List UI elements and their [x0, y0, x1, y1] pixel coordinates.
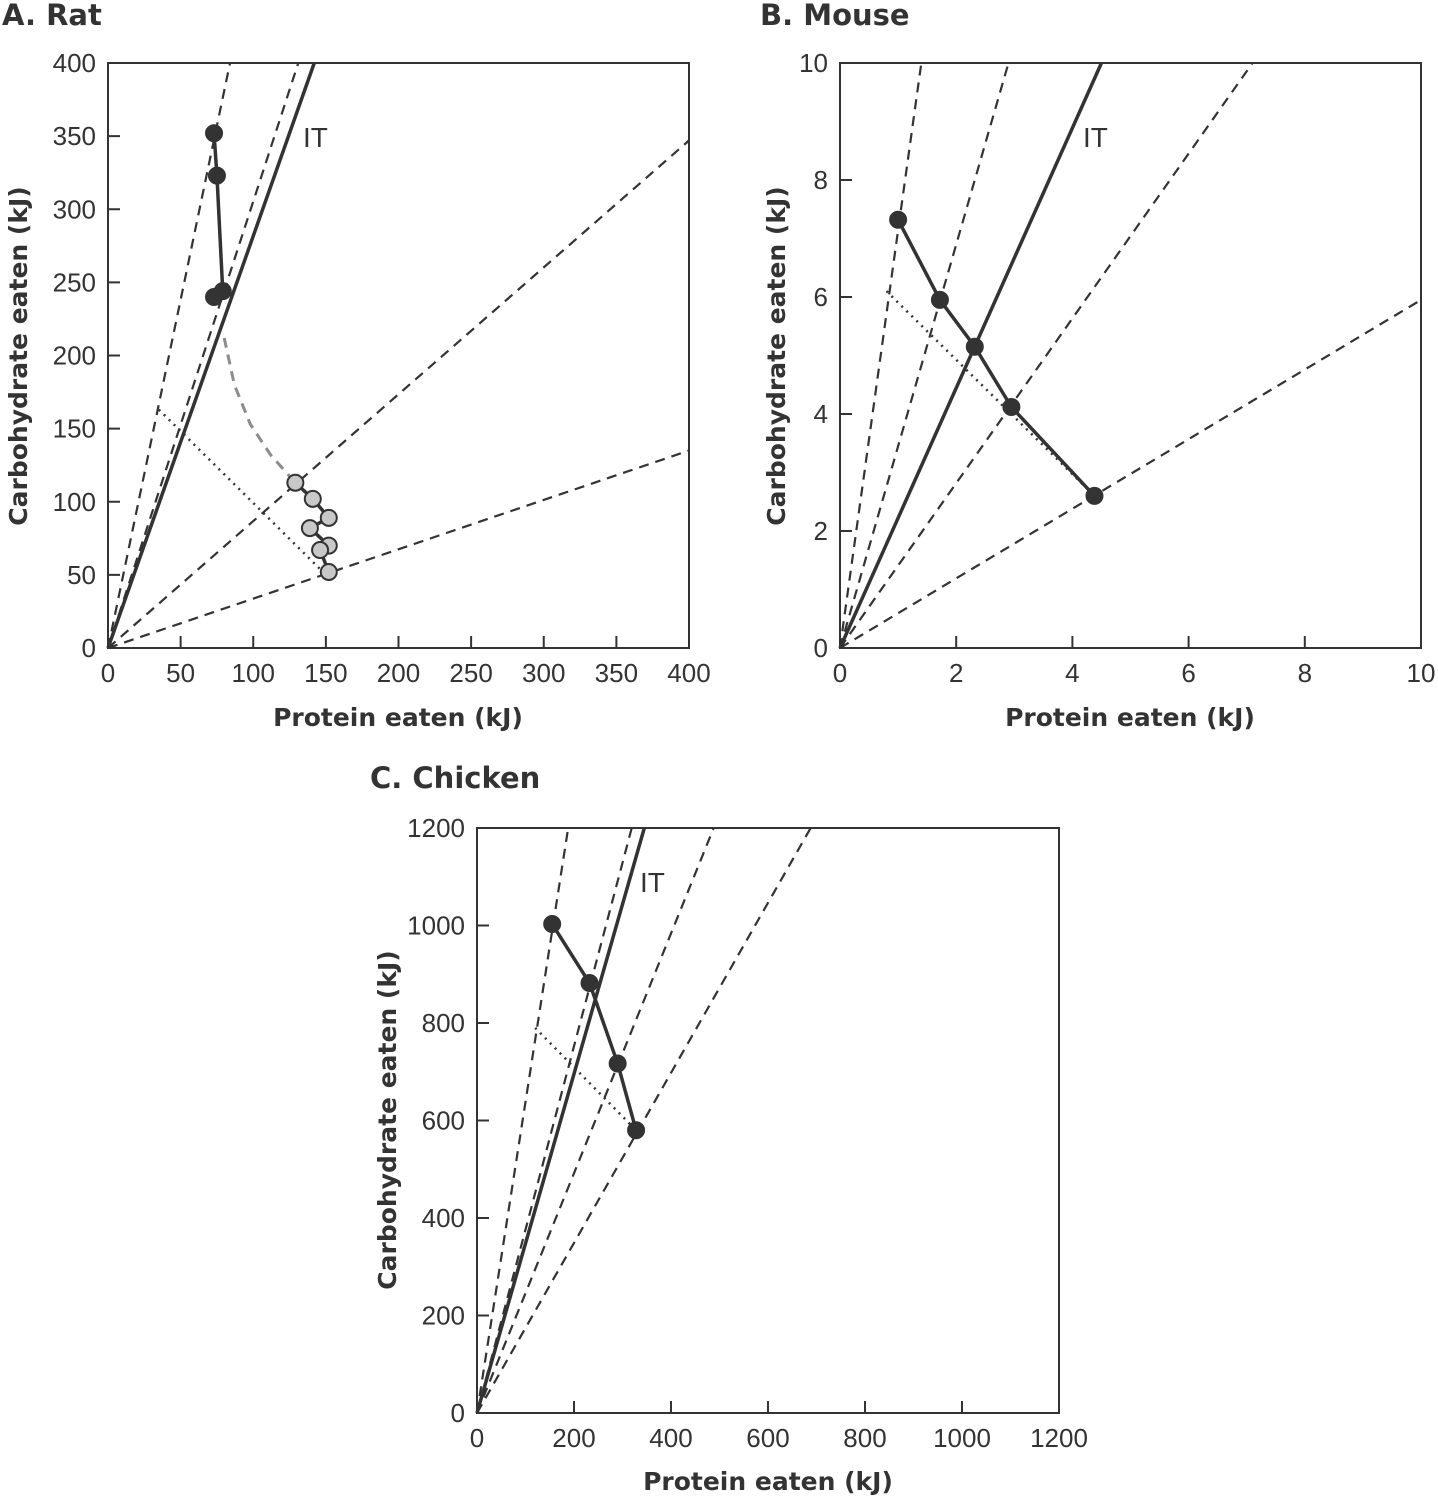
y-tick-label: 400: [422, 1203, 465, 1233]
x-tick-label: 1000: [933, 1423, 991, 1453]
y-axis-title: Carbohydrate eaten (kJ): [762, 186, 791, 525]
data-point: [580, 974, 599, 993]
diet-rail-dashed: [106, 62, 300, 649]
intake-target-rail: [838, 62, 1104, 649]
y-tick-label: 800: [422, 1008, 465, 1038]
y-axis-title: Carbohydrate eaten (kJ): [4, 186, 33, 525]
diet-rail-dashed: [838, 62, 1010, 649]
data-point: [608, 1054, 627, 1073]
y-tick-label: 0: [451, 1398, 465, 1428]
y-tick-label: 400: [53, 48, 96, 78]
panel-chicken: C. Chicken Protein eaten (kJ) Carbohydra…: [370, 761, 1088, 1496]
y-tick-label: 2: [814, 516, 828, 546]
data-point: [205, 288, 224, 306]
panel-title: B. Mouse: [760, 0, 910, 32]
y-tick-label: 4: [814, 399, 828, 429]
y-tick-label: 1000: [407, 911, 465, 941]
gray-dashed-curve: [222, 337, 297, 484]
panel-rat: A. Rat Protein eaten (kJ) Carbohydrate e…: [2, 0, 711, 732]
x-tick-label: 6: [1181, 658, 1195, 688]
y-tick-label: 100: [53, 487, 96, 517]
x-tick-label: 100: [232, 658, 275, 688]
x-tick-label: 8: [1298, 658, 1312, 688]
data-point: [543, 915, 562, 934]
x-tick-label: 0: [101, 658, 115, 688]
x-tick-label: 200: [377, 658, 420, 688]
plot-frame: [476, 827, 1060, 1414]
diet-rail-dashed: [475, 827, 715, 1414]
x-tick-label: 0: [470, 1423, 484, 1453]
x-axis-title: Protein eaten (kJ): [643, 1467, 893, 1496]
it-label: IT: [640, 867, 665, 898]
x-tick-label: 800: [843, 1423, 886, 1453]
plot-frame: [107, 62, 690, 649]
x-axis-title: Protein eaten (kJ): [273, 703, 523, 732]
diet-rail-dashed: [107, 139, 690, 649]
panel-mouse: B. Mouse Protein eaten (kJ) Carbohydrate…: [760, 0, 1435, 732]
x-tick-label: 150: [304, 658, 347, 688]
y-tick-label: 0: [814, 633, 828, 663]
x-tick-label: 300: [522, 658, 565, 688]
y-tick-label: 1200: [407, 813, 465, 843]
y-tick-label: 6: [814, 282, 828, 312]
data-point: [207, 166, 226, 185]
plot-frame: [839, 62, 1422, 649]
intake-target-rail: [106, 62, 316, 649]
diet-rail-dashed: [839, 62, 1254, 649]
y-tick-label: 8: [814, 165, 828, 195]
series-line: [550, 923, 638, 1131]
diet-rail-dashed: [106, 62, 232, 649]
diet-rail-dashed: [476, 827, 812, 1414]
y-tick-label: 0: [82, 633, 96, 663]
data-point: [889, 210, 908, 229]
data-point: [1002, 397, 1021, 416]
data-point: [319, 562, 338, 581]
x-tick-label: 4: [1065, 658, 1079, 688]
data-point: [303, 489, 322, 508]
data-point: [319, 508, 338, 527]
it-label: IT: [303, 122, 328, 153]
x-tick-label: 10: [1407, 658, 1436, 688]
dotted-equal-intake-line: [885, 290, 1096, 497]
diet-rail-dashed: [839, 298, 1422, 649]
x-tick-label: 400: [667, 658, 710, 688]
y-tick-label: 10: [799, 48, 828, 78]
data-point: [300, 519, 319, 538]
data-point: [1085, 486, 1104, 505]
y-tick-label: 50: [67, 560, 96, 590]
data-point: [205, 124, 224, 143]
panel-title: C. Chicken: [370, 761, 540, 795]
x-tick-label: 250: [449, 658, 492, 688]
data-point: [627, 1121, 646, 1140]
y-tick-label: 600: [422, 1106, 465, 1136]
data-point: [286, 473, 305, 492]
x-tick-label: 50: [166, 658, 195, 688]
diet-rail-dashed: [107, 449, 690, 650]
y-tick-label: 250: [53, 267, 96, 297]
y-tick-label: 300: [53, 194, 96, 224]
x-tick-label: 200: [552, 1423, 595, 1453]
y-tick-label: 200: [422, 1301, 465, 1331]
y-tick-label: 200: [53, 341, 96, 371]
data-point: [930, 290, 949, 309]
dotted-equal-intake-line: [534, 1026, 637, 1132]
data-point: [311, 541, 330, 560]
it-label: IT: [1083, 122, 1108, 153]
intake-target-rail: [475, 827, 647, 1414]
x-tick-label: 1200: [1030, 1423, 1088, 1453]
panel-title: A. Rat: [2, 0, 102, 32]
x-tick-label: 400: [649, 1423, 692, 1453]
x-tick-label: 600: [746, 1423, 789, 1453]
y-tick-label: 150: [53, 414, 96, 444]
x-axis-title: Protein eaten (kJ): [1005, 703, 1255, 732]
x-tick-label: 2: [949, 658, 963, 688]
x-tick-label: 0: [833, 658, 847, 688]
y-tick-label: 350: [53, 121, 96, 151]
series-line: [212, 133, 225, 299]
diet-rail-dashed: [838, 62, 923, 649]
x-tick-label: 350: [595, 658, 638, 688]
data-point: [965, 337, 984, 356]
y-axis-title: Carbohydrate eaten (kJ): [373, 950, 402, 1289]
